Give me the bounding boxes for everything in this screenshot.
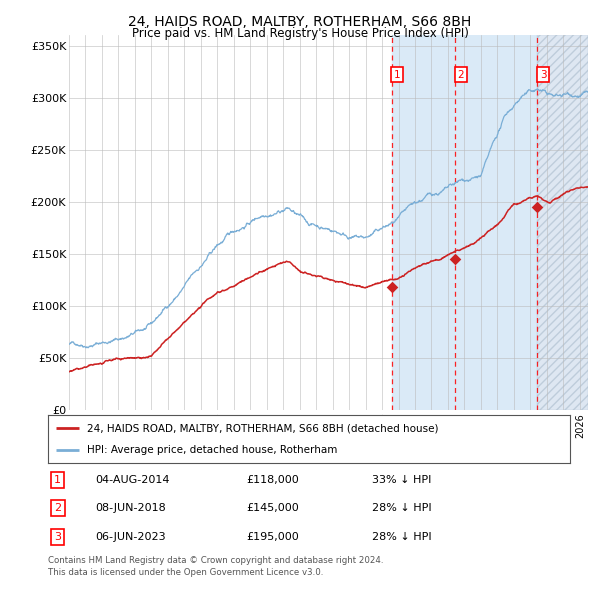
Text: 24, HAIDS ROAD, MALTBY, ROTHERHAM, S66 8BH: 24, HAIDS ROAD, MALTBY, ROTHERHAM, S66 8… — [128, 15, 472, 29]
Text: Price paid vs. HM Land Registry's House Price Index (HPI): Price paid vs. HM Land Registry's House … — [131, 27, 469, 40]
Text: 04-AUG-2014: 04-AUG-2014 — [95, 475, 169, 485]
Text: 2: 2 — [458, 70, 464, 80]
Text: 06-JUN-2023: 06-JUN-2023 — [95, 532, 166, 542]
Text: 08-JUN-2018: 08-JUN-2018 — [95, 503, 166, 513]
Text: £118,000: £118,000 — [247, 475, 299, 485]
Text: HPI: Average price, detached house, Rotherham: HPI: Average price, detached house, Roth… — [87, 445, 338, 455]
Text: 3: 3 — [540, 70, 547, 80]
Text: £195,000: £195,000 — [247, 532, 299, 542]
Text: 24, HAIDS ROAD, MALTBY, ROTHERHAM, S66 8BH (detached house): 24, HAIDS ROAD, MALTBY, ROTHERHAM, S66 8… — [87, 423, 439, 433]
Text: 28% ↓ HPI: 28% ↓ HPI — [371, 532, 431, 542]
Text: £145,000: £145,000 — [247, 503, 299, 513]
Bar — [538, 35, 588, 410]
Text: 28% ↓ HPI: 28% ↓ HPI — [371, 503, 431, 513]
Text: This data is licensed under the Open Government Licence v3.0.: This data is licensed under the Open Gov… — [48, 568, 323, 576]
Text: 3: 3 — [54, 532, 61, 542]
Text: 1: 1 — [54, 475, 61, 485]
Point — [533, 202, 542, 212]
Point — [451, 254, 460, 264]
Text: Contains HM Land Registry data © Crown copyright and database right 2024.: Contains HM Land Registry data © Crown c… — [48, 556, 383, 565]
Text: 2: 2 — [54, 503, 61, 513]
Point — [387, 283, 397, 292]
Text: 1: 1 — [394, 70, 401, 80]
Bar — [392, 35, 538, 410]
Text: 33% ↓ HPI: 33% ↓ HPI — [371, 475, 431, 485]
